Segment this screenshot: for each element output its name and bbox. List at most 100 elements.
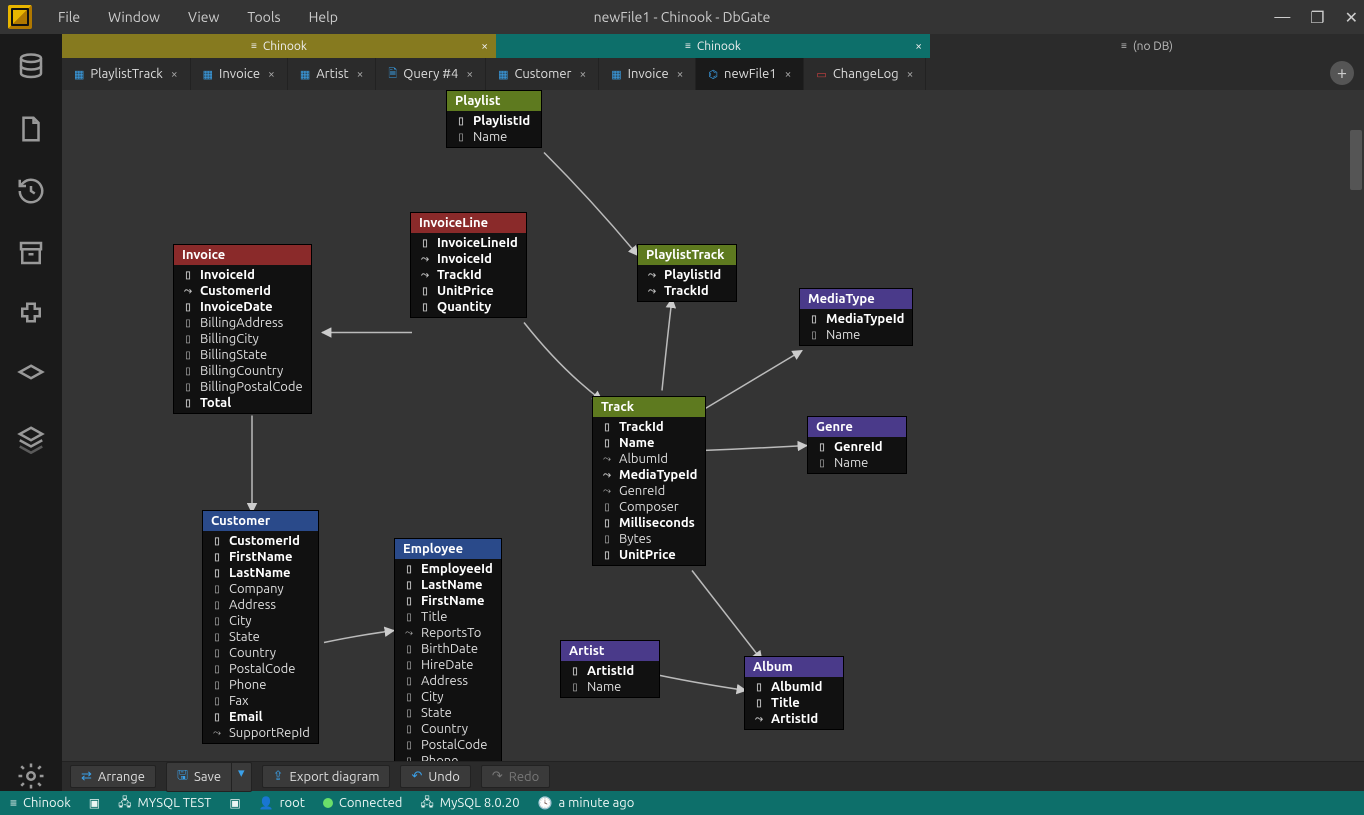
entity-column[interactable]: ▯State (395, 705, 501, 721)
save-dropdown[interactable]: ▾ (232, 762, 252, 792)
redo-button[interactable]: ↷Redo (481, 765, 550, 788)
entity-header[interactable]: Invoice (174, 245, 311, 265)
entity-column[interactable]: ▯BirthDate (395, 641, 501, 657)
close-icon[interactable]: × (677, 68, 684, 81)
entity-header[interactable]: Employee (395, 539, 501, 559)
entity-column[interactable]: ▯Composer (593, 499, 705, 515)
status-time[interactable]: 🕓a minute ago (538, 796, 635, 810)
entity-column[interactable]: ▯MediaTypeId (800, 311, 912, 327)
entity-column[interactable]: ▯Bytes (593, 531, 705, 547)
entity-column[interactable]: ▯AlbumId (745, 679, 843, 695)
entity-column[interactable]: ▯Name (808, 455, 906, 471)
status-database[interactable]: ≡Chinook (10, 796, 71, 810)
status-engine[interactable]: 🖧MySQL 8.0.20 (420, 793, 519, 814)
layers-icon[interactable] (16, 424, 46, 454)
maximize-icon[interactable]: ❐ (1310, 8, 1324, 27)
entity-column[interactable]: ▯Phone (395, 753, 501, 761)
entity-column[interactable]: ▯PlaylistId (447, 113, 541, 129)
close-icon[interactable]: × (481, 40, 488, 53)
entity-column[interactable]: ▯UnitPrice (593, 547, 705, 563)
close-icon[interactable]: × (915, 40, 922, 53)
entity-column[interactable]: ▯Name (561, 679, 659, 695)
entity-column[interactable]: ▯PostalCode (395, 737, 501, 753)
status-server[interactable]: 🖧MYSQL TEST (118, 793, 211, 814)
vertical-scrollbar[interactable] (1350, 130, 1362, 190)
close-icon[interactable]: × (357, 68, 364, 81)
entity-column[interactable]: ▯Title (745, 695, 843, 711)
menu-tools[interactable]: Tools (233, 3, 294, 31)
file-tab[interactable]: ▦Invoice× (599, 58, 696, 90)
entity-column[interactable]: ▯Milliseconds (593, 515, 705, 531)
entity-column[interactable]: ▯Fax (203, 693, 318, 709)
entity-column[interactable]: ▯Country (203, 645, 318, 661)
menu-file[interactable]: File (44, 3, 94, 31)
diagram-canvas[interactable]: Playlist▯PlaylistId▯NameInvoiceLine▯Invo… (62, 90, 1364, 761)
entity-column[interactable]: ▯BillingState (174, 347, 311, 363)
file-tab[interactable]: ▦PlaylistTrack× (62, 58, 191, 90)
entity-column[interactable]: ⤳TrackId (411, 267, 526, 283)
entity-column[interactable]: ▯Phone (203, 677, 318, 693)
entity-header[interactable]: Genre (808, 417, 906, 437)
entity-column[interactable]: ▯Name (800, 327, 912, 343)
group-tab[interactable]: ≡Chinook× (496, 34, 930, 58)
entity-header[interactable]: InvoiceLine (411, 213, 526, 233)
entity-genre[interactable]: Genre▯GenreId▯Name (807, 416, 907, 474)
save-button[interactable]: 🖫Save (166, 762, 232, 792)
file-tab[interactable]: ▦Invoice× (191, 58, 288, 90)
entity-column[interactable]: ▯TrackId (593, 419, 705, 435)
entity-header[interactable]: Artist (561, 641, 659, 661)
history-icon[interactable] (16, 176, 46, 206)
entity-column[interactable]: ▯Name (593, 435, 705, 451)
entity-column[interactable]: ▯EmployeeId (395, 561, 501, 577)
entity-column[interactable]: ▯City (203, 613, 318, 629)
status-shell[interactable]: ▣ (229, 796, 240, 810)
plugins-icon[interactable] (16, 300, 46, 330)
entity-employee[interactable]: Employee▯EmployeeId▯LastName▯FirstName▯T… (394, 538, 502, 761)
entity-column[interactable]: ▯Address (395, 673, 501, 689)
entity-column[interactable]: ⤳SupportRepId (203, 725, 318, 741)
entity-column[interactable]: ⤳CustomerId (174, 283, 311, 299)
entity-column[interactable]: ▯BillingAddress (174, 315, 311, 331)
entity-header[interactable]: PlaylistTrack (638, 245, 736, 265)
entity-column[interactable]: ▯PostalCode (203, 661, 318, 677)
arrange-button[interactable]: ⇄Arrange (70, 765, 156, 788)
entity-header[interactable]: Playlist (447, 91, 541, 111)
entity-column[interactable]: ⤳InvoiceId (411, 251, 526, 267)
undo-button[interactable]: ↶Undo (400, 765, 470, 788)
entity-column[interactable]: ▯Company (203, 581, 318, 597)
entity-column[interactable]: ▯InvoiceLineId (411, 235, 526, 251)
entity-column[interactable]: ▯Quantity (411, 299, 526, 315)
menu-view[interactable]: View (174, 3, 233, 31)
entity-column[interactable]: ▯BillingCity (174, 331, 311, 347)
entity-playlisttrack[interactable]: PlaylistTrack⤳PlaylistId⤳TrackId (637, 244, 737, 302)
entity-column[interactable]: ▯Email (203, 709, 318, 725)
entity-column[interactable]: ▯Country (395, 721, 501, 737)
entity-column[interactable]: ▯City (395, 689, 501, 705)
entity-header[interactable]: Customer (203, 511, 318, 531)
status-user[interactable]: 👤root (259, 796, 305, 810)
entity-column[interactable]: ⤳GenreId (593, 483, 705, 499)
file-tab[interactable]: ▦Artist× (288, 58, 377, 90)
group-tab[interactable]: ≡(no DB) (930, 34, 1364, 58)
entity-header[interactable]: Album (745, 657, 843, 677)
entity-column[interactable]: ⤳TrackId (638, 283, 736, 299)
close-icon[interactable]: ✕ (1345, 8, 1358, 27)
entity-column[interactable]: ▯FirstName (203, 549, 318, 565)
file-tab[interactable]: ▭ChangeLog× (804, 58, 926, 90)
entity-column[interactable]: ▯BillingPostalCode (174, 379, 311, 395)
close-icon[interactable]: × (171, 68, 178, 81)
menu-window[interactable]: Window (94, 3, 174, 31)
status-terminal[interactable]: ▣ (89, 796, 100, 810)
entity-column[interactable]: ▯Name (447, 129, 541, 145)
entity-column[interactable]: ⤳AlbumId (593, 451, 705, 467)
status-connection[interactable]: Connected (323, 796, 403, 810)
menu-help[interactable]: Help (295, 3, 352, 31)
file-tab[interactable]: 🗎Query #4× (376, 58, 486, 90)
entity-column[interactable]: ▯ArtistId (561, 663, 659, 679)
minimize-icon[interactable]: — (1274, 8, 1290, 26)
group-tab[interactable]: ≡Chinook× (62, 34, 496, 58)
entity-album[interactable]: Album▯AlbumId▯Title⤳ArtistId (744, 656, 844, 730)
export-diagram-button[interactable]: ⇪Export diagram (262, 765, 391, 788)
entity-column[interactable]: ▯LastName (395, 577, 501, 593)
entity-column[interactable]: ▯Address (203, 597, 318, 613)
